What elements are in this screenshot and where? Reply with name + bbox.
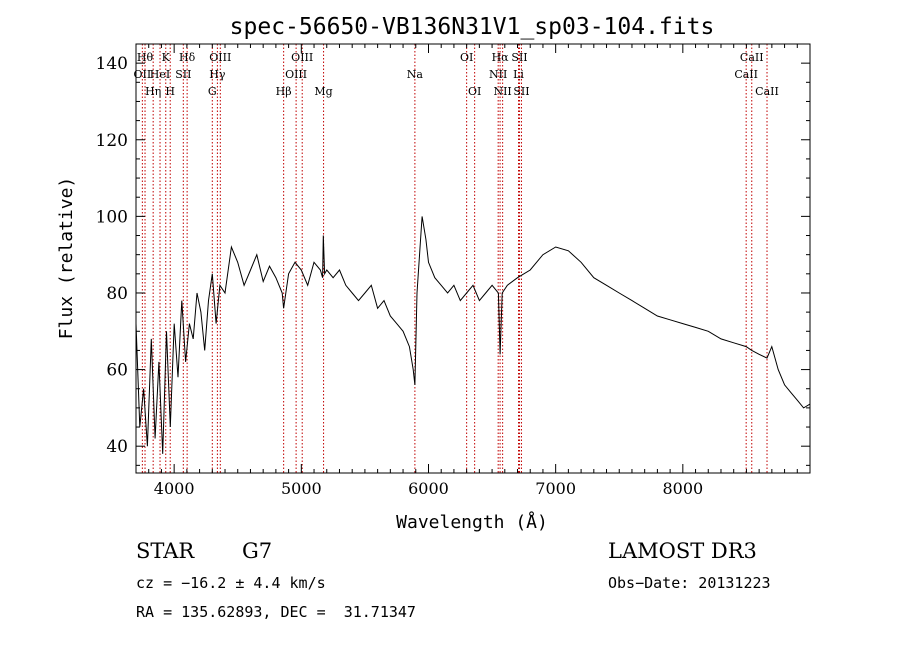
- x-axis-label: Wavelength (Å): [396, 511, 548, 533]
- x-tick-label: 4000: [154, 479, 195, 498]
- spectrum-trace: [135, 216, 811, 454]
- line-label-24: CaII: [734, 68, 758, 81]
- line-label-8: G: [208, 85, 217, 98]
- line-label-12: OIII: [285, 68, 307, 81]
- line-label-7: Hδ: [179, 51, 196, 64]
- y-axis: 40 60 80 100 120 140: [96, 43, 810, 466]
- x-axis: 4000 5000 6000 7000 8000: [148, 44, 811, 498]
- line-label-23: SII: [513, 85, 529, 98]
- line-label-15: Na: [407, 68, 424, 81]
- y-tick-label: 140: [96, 54, 128, 74]
- x-tick-label: 5000: [281, 479, 322, 498]
- object-class: STAR: [136, 539, 195, 563]
- line-label-1: Hθ: [137, 51, 154, 64]
- line-label-22: SII: [511, 51, 527, 64]
- line-label-6: SII: [175, 68, 191, 81]
- observation-date: Obs−Date: 20131223: [608, 574, 771, 592]
- line-label-11: Hβ: [276, 85, 292, 98]
- y-tick-label: 100: [96, 207, 128, 227]
- line-label-14: Mg: [314, 85, 332, 98]
- y-tick-label: 60: [106, 361, 128, 381]
- line-label-19: Hα: [492, 51, 510, 64]
- line-label-16: OI: [460, 51, 473, 64]
- line-label-3: HeI: [150, 68, 170, 81]
- line-label-25: CaII: [740, 51, 764, 64]
- radial-velocity: cz = −16.2 ± 4.4 km/s: [136, 574, 326, 592]
- line-label-20: NII: [493, 85, 511, 98]
- line-label-13: OIII: [291, 51, 313, 64]
- line-label-18: NII: [489, 68, 507, 81]
- line-label-9: Hγ: [209, 68, 226, 81]
- x-tick-label: 6000: [408, 479, 449, 498]
- line-label-0: OII: [133, 68, 151, 81]
- line-label-17: OI: [468, 85, 481, 98]
- line-label-4: K: [162, 51, 171, 64]
- y-tick-label: 40: [106, 437, 128, 457]
- line-label-5: H: [165, 85, 175, 98]
- y-tick-label: 80: [106, 284, 128, 304]
- coordinates: RA = 135.62893, DEC = 31.71347: [136, 603, 416, 621]
- survey-name: LAMOST DR3: [608, 539, 757, 563]
- x-tick-label: 7000: [535, 479, 576, 498]
- plot-frame: [135, 43, 811, 474]
- spectral-line-labels: OIIHθHηHeIKHSIIHδGHγOIIIHβOIIIOIIIMgNaOI…: [133, 51, 778, 98]
- y-tick-label: 120: [96, 131, 128, 151]
- line-label-26: CaII: [755, 85, 779, 98]
- line-label-10: OIII: [209, 51, 231, 64]
- line-label-21: Li: [513, 68, 524, 81]
- spectral-line-markers: [141, 44, 768, 473]
- spectral-subclass: G7: [242, 539, 273, 563]
- chart-title: spec-56650-VB136N31V1_sp03-104.fits: [230, 14, 715, 40]
- y-axis-label: Flux (relative): [56, 177, 77, 340]
- line-label-2: Hη: [145, 85, 161, 98]
- x-tick-label: 8000: [662, 479, 703, 498]
